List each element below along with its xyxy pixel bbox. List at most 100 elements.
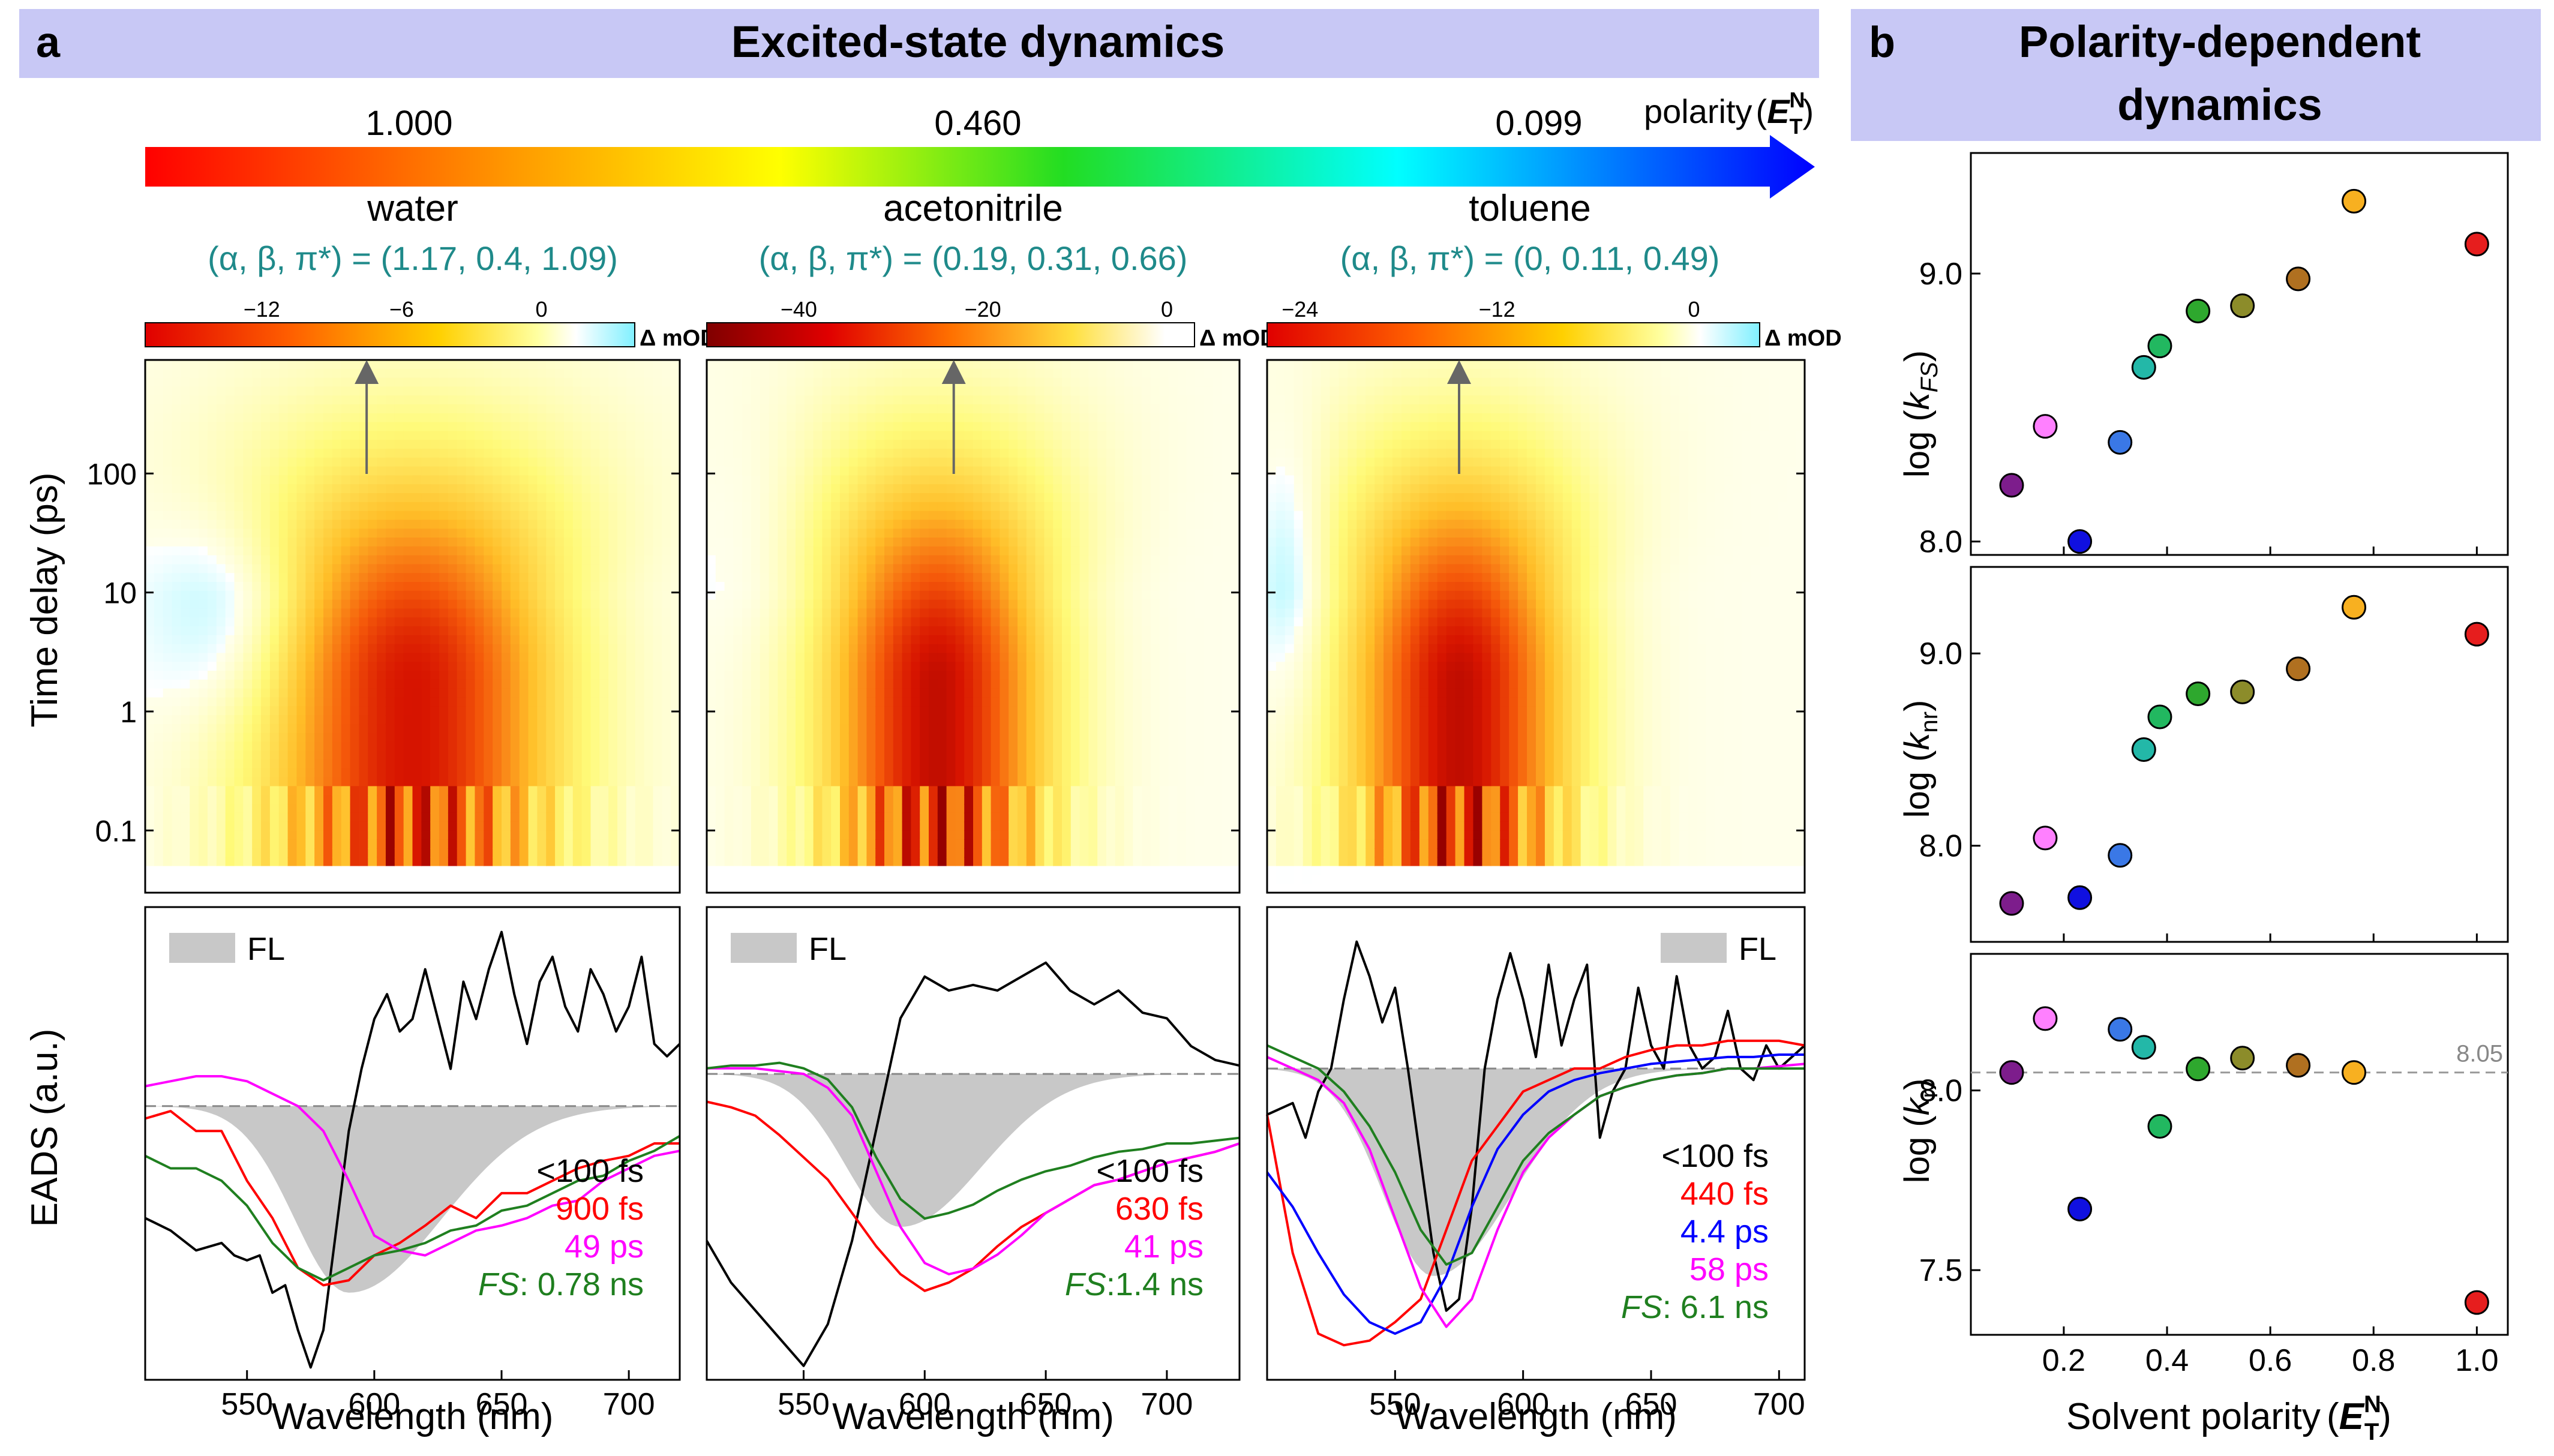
x-tick-label: 550: [1369, 1387, 1421, 1422]
data-point: [2342, 595, 2367, 620]
data-point: [2067, 1196, 2093, 1221]
heatmap-water: −12 −6 0 Δ mOD 100 10 1 0.1: [87, 297, 717, 894]
data-point: [2464, 1290, 2489, 1315]
data-point: [1999, 891, 2024, 916]
solvent-params: (α, β, π*) = (1.17, 0.4, 1.09): [208, 239, 618, 277]
legend-red: 900 fs: [556, 1191, 644, 1227]
eads-1: 550 600 650 700 Wavelength (nm) FL <100 fs630 …: [706, 906, 1241, 1437]
x-tick-label: 700: [603, 1387, 655, 1422]
heatmap-toluene: −24 −12 0 Δ mOD: [1266, 297, 1842, 894]
heatmap-frame: [706, 359, 1241, 894]
fl-legend-label: FL: [809, 931, 847, 967]
data-point: [2230, 679, 2255, 704]
wavelength-label: Wavelength (nm): [1395, 1396, 1677, 1437]
eads-frame: [706, 906, 1241, 1381]
solvent-name: acetonitrile: [883, 188, 1063, 229]
scatter-1: 8.0 9.0: [1919, 566, 2509, 943]
panel-a-header-bg: [19, 9, 1819, 78]
eads-series-green: [706, 1061, 1240, 1220]
eads-series-blue: [1266, 1053, 1805, 1335]
legend-magenta: 49 ps: [565, 1229, 644, 1265]
eads-series-black: [145, 930, 681, 1369]
polarity-label: polarity (EN T): [1644, 88, 1814, 139]
colorbar-tick-label: −40: [781, 297, 817, 322]
data-point: [2067, 529, 2093, 554]
data-point: [2230, 1046, 2255, 1071]
time-tick-label: 10: [103, 577, 137, 610]
fl-area: [707, 1074, 1240, 1227]
colorbar-tick-label: −20: [965, 297, 1001, 322]
solvent-column-acetonitrile: acetonitrile (α, β, π*) = (0.19, 0.31, 0…: [759, 188, 1188, 277]
heatmap-acetonitrile: −40 −20 0 Δ mOD: [706, 297, 1277, 894]
data-point: [2464, 232, 2489, 257]
eads-series-magenta: [707, 1067, 1240, 1275]
reference-line-label: 8.05: [2456, 1041, 2503, 1067]
y-tick-label: 8.0: [1919, 525, 1962, 560]
eads-series-red: [145, 1110, 680, 1287]
legend-magenta: 58 ps: [1689, 1251, 1769, 1287]
x-tick-label: 0.2: [2042, 1343, 2085, 1378]
data-point: [2147, 334, 2172, 359]
colorbar-unit: Δ mOD: [1764, 326, 1842, 351]
data-point: [2147, 1114, 2172, 1139]
panel-b-header-bg: [1851, 9, 2541, 141]
solvent-column-water: water (α, β, π*) = (1.17, 0.4, 1.09): [208, 188, 618, 277]
time-tick-label: 100: [87, 457, 137, 491]
colorbar-tick-label: −12: [1479, 297, 1515, 322]
polarity-tick-1: 1.000: [365, 104, 452, 143]
x-tick-label: 600: [348, 1387, 400, 1422]
x-tick-label: 600: [899, 1387, 951, 1422]
polarity-tick-2: 0.460: [934, 104, 1021, 143]
colorbar-tick-label: −12: [244, 297, 280, 322]
data-point: [2464, 622, 2489, 647]
scatter-frame: [1970, 566, 2509, 943]
data-point: [2342, 188, 2367, 214]
wavelength-label: Wavelength (nm): [832, 1396, 1114, 1437]
data-point: [2108, 1017, 2133, 1042]
data-point: [2286, 656, 2311, 682]
polarity-arrow: [145, 135, 1815, 199]
x-tick-label: 1.0: [2455, 1343, 2498, 1378]
b-ylabel-kr: log (kr): [1898, 1079, 1943, 1183]
eads-series-magenta: [145, 1075, 680, 1257]
data-point: [2067, 885, 2093, 910]
data-point: [2033, 1006, 2058, 1031]
time-axis-label: Time delay (ps): [24, 473, 65, 728]
polarity-tick-3: 0.099: [1495, 104, 1582, 143]
x-tick-label: 550: [221, 1387, 273, 1422]
scatter-frame: [1970, 152, 2509, 556]
legend-green: FS: 0.78 ns: [478, 1266, 644, 1302]
data-point: [2186, 299, 2211, 324]
data-point: [2131, 737, 2156, 762]
data-point: [2286, 266, 2311, 292]
colorbar-tick-label: 0: [536, 297, 548, 322]
data-point: [2286, 1053, 2311, 1078]
eads-series-black: [1267, 940, 1806, 1312]
fl-area: [1267, 1068, 1805, 1276]
y-tick-label: 8.0: [1919, 1074, 1962, 1109]
b-ylabel-kfs: log (kFS): [1898, 350, 1943, 478]
data-point: [2033, 825, 2058, 851]
data-point: [2131, 355, 2156, 380]
eads-series-black: [706, 961, 1240, 1367]
y-tick-label: 8.0: [1919, 829, 1962, 864]
solvent-column-toluene: toluene (α, β, π*) = (0, 0.11, 0.49): [1340, 188, 1720, 277]
x-tick-label: 550: [778, 1387, 830, 1422]
x-tick-label: 0.4: [2145, 1343, 2189, 1378]
fl-legend-swatch: [169, 933, 235, 963]
y-tick-label: 7.5: [1919, 1253, 1962, 1288]
x-tick-label: 0.6: [2249, 1343, 2292, 1378]
legend-black: <100 fs: [1661, 1138, 1769, 1174]
colorbar-tick-label: 0: [1688, 297, 1700, 322]
eads-series-green: [1267, 1044, 1805, 1266]
y-tick-label: 9.0: [1919, 637, 1962, 671]
colorbar: [706, 322, 1195, 347]
colorbar-tick-label: −24: [1281, 297, 1318, 322]
panel-b-header-line2: dynamics: [2117, 80, 2322, 130]
colorbar: [145, 322, 635, 347]
data-point: [2131, 1035, 2156, 1060]
x-tick-label: 650: [1625, 1387, 1677, 1422]
solvent-name: toluene: [1469, 188, 1590, 229]
data-point: [2108, 430, 2133, 455]
